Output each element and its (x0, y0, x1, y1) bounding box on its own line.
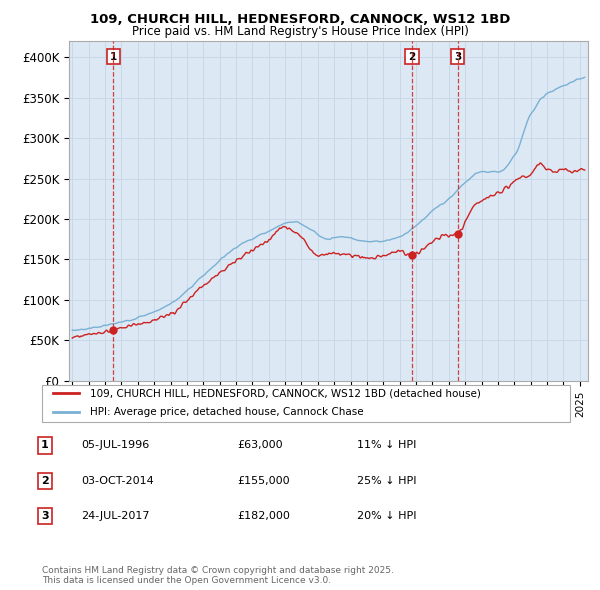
Text: 03-OCT-2014: 03-OCT-2014 (81, 476, 154, 486)
Text: 05-JUL-1996: 05-JUL-1996 (81, 441, 149, 450)
Text: 2: 2 (409, 51, 416, 61)
Text: 11% ↓ HPI: 11% ↓ HPI (357, 441, 416, 450)
Text: Price paid vs. HM Land Registry's House Price Index (HPI): Price paid vs. HM Land Registry's House … (131, 25, 469, 38)
Text: 25% ↓ HPI: 25% ↓ HPI (357, 476, 416, 486)
Text: 109, CHURCH HILL, HEDNESFORD, CANNOCK, WS12 1BD (detached house): 109, CHURCH HILL, HEDNESFORD, CANNOCK, W… (89, 388, 481, 398)
Text: 1: 1 (41, 441, 49, 450)
Text: HPI: Average price, detached house, Cannock Chase: HPI: Average price, detached house, Cann… (89, 407, 363, 417)
Text: £182,000: £182,000 (237, 512, 290, 521)
Text: £63,000: £63,000 (237, 441, 283, 450)
Text: 1: 1 (110, 51, 117, 61)
Text: 20% ↓ HPI: 20% ↓ HPI (357, 512, 416, 521)
FancyBboxPatch shape (42, 385, 570, 422)
Text: 2: 2 (41, 476, 49, 486)
Text: £155,000: £155,000 (237, 476, 290, 486)
Text: 3: 3 (41, 512, 49, 521)
Text: 3: 3 (454, 51, 461, 61)
Text: 109, CHURCH HILL, HEDNESFORD, CANNOCK, WS12 1BD: 109, CHURCH HILL, HEDNESFORD, CANNOCK, W… (90, 13, 510, 26)
Text: Contains HM Land Registry data © Crown copyright and database right 2025.
This d: Contains HM Land Registry data © Crown c… (42, 566, 394, 585)
Text: 24-JUL-2017: 24-JUL-2017 (81, 512, 149, 521)
